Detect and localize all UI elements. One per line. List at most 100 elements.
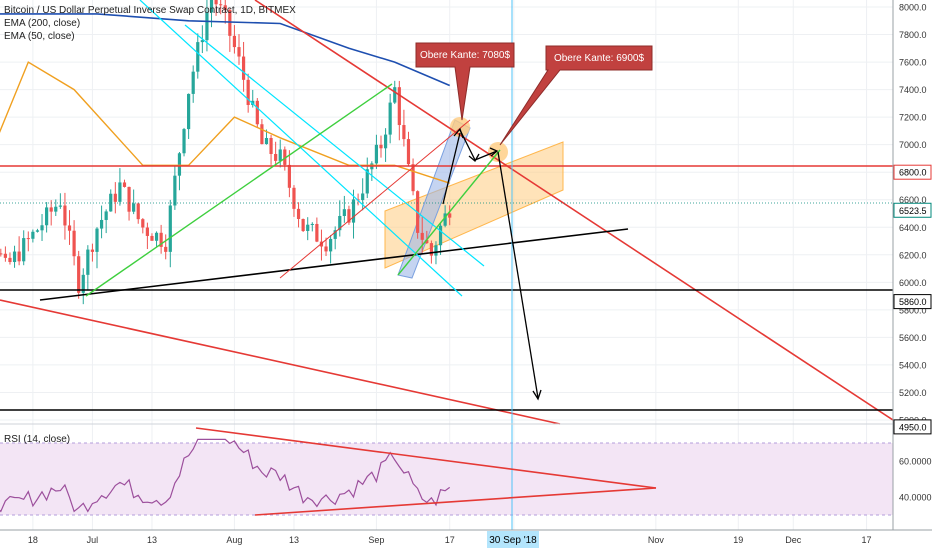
price-tick: 6200.0 — [899, 250, 927, 260]
price-tag-label: 5860.0 — [899, 297, 927, 307]
candle-body — [49, 207, 53, 212]
candle-body — [406, 139, 411, 165]
candle-body — [379, 144, 383, 149]
candle-body — [438, 225, 443, 246]
candle-body — [154, 232, 159, 241]
candle-body — [365, 169, 369, 194]
candle-body — [90, 249, 95, 252]
rsi-line — [0, 438, 451, 513]
candle-body — [95, 228, 99, 252]
candle-body — [182, 129, 186, 154]
candle-body — [292, 187, 296, 209]
candle-body — [127, 186, 131, 212]
candle-body — [296, 208, 301, 219]
candle-body — [205, 12, 209, 41]
price-tick: 6000.0 — [899, 278, 927, 288]
candle-body — [164, 246, 168, 252]
rsi-axis-ticks: 60.0000 40.0000 — [899, 457, 932, 503]
candle-body — [301, 218, 305, 231]
price-tick: 6400.0 — [899, 223, 927, 233]
candle-body — [118, 182, 122, 202]
legend-ema200: EMA (200, close) — [4, 18, 81, 29]
candle-body — [3, 253, 7, 258]
candle-body — [35, 230, 40, 232]
time-tick: 13 — [289, 535, 299, 545]
candle-body — [237, 47, 241, 57]
descending-resistance — [254, 0, 894, 421]
candle-body — [77, 256, 81, 293]
candle-body — [177, 153, 182, 176]
candle-body — [196, 42, 200, 72]
chart-grid — [0, 0, 893, 530]
candle-body — [209, 0, 214, 13]
candle-body — [86, 249, 90, 275]
candle-body — [397, 87, 401, 126]
candle-body — [17, 251, 21, 262]
candle-body — [306, 224, 310, 231]
callout-6900: Obere Kante: 6900$ — [499, 45, 653, 146]
candle-body — [443, 213, 447, 226]
rsi-legend: RSI (14, close) — [4, 434, 71, 445]
price-tick: 7800.0 — [899, 30, 927, 40]
price-tick: 5600.0 — [899, 333, 927, 343]
price-tag-box — [893, 419, 932, 435]
candle-body — [150, 235, 154, 241]
green-wedge-right — [397, 149, 501, 276]
candle-body — [145, 227, 149, 236]
time-axis-ticks: 18Jul13Aug13Sep17OctNov19Dec17 — [28, 535, 872, 545]
time-tick: 18 — [28, 535, 38, 545]
candle-body — [0, 253, 3, 255]
candle-body — [429, 243, 433, 256]
candle-body — [393, 87, 397, 103]
price-tag-label: 4950.0 — [899, 422, 927, 432]
candle-body — [159, 232, 163, 247]
candle-body — [361, 193, 365, 201]
candle-body — [324, 246, 328, 252]
blue-channel-box — [397, 119, 471, 279]
candle-body — [187, 93, 191, 130]
candle-body — [191, 71, 195, 94]
rsi-tick: 60.0000 — [899, 457, 932, 467]
candle-body — [434, 245, 438, 256]
time-tick: 17 — [862, 535, 872, 545]
candle-body — [228, 9, 232, 36]
price-tick: 6600.0 — [899, 195, 927, 205]
candle-body — [241, 56, 246, 80]
price-tick: 7400.0 — [899, 85, 927, 95]
green-wedge-left — [85, 83, 393, 297]
cyan-channel-1 — [139, 0, 463, 297]
candle-body — [40, 225, 44, 231]
candle-body — [113, 193, 117, 202]
candle-body — [310, 223, 314, 225]
callout-7080: Obere Kante: 7080$ — [415, 42, 515, 121]
date-tag: 30 Sep '18 — [487, 531, 539, 548]
time-tick: Sep — [368, 535, 384, 545]
legend-ema50: EMA (50, close) — [4, 31, 75, 42]
candle-body — [219, 4, 223, 6]
chart-legend: Bitcoin / US Dollar Perpetual Inverse Sw… — [4, 4, 296, 43]
candle-body — [136, 203, 140, 220]
ema200-line — [0, 13, 451, 87]
candle-body — [448, 213, 452, 218]
candle-body — [168, 205, 172, 252]
callout-7080-label: Obere Kante: 7080$ — [420, 50, 511, 61]
price-tag-box — [893, 164, 932, 180]
ema50-line — [0, 61, 450, 184]
lower-descending-line — [0, 299, 561, 425]
candle-body — [278, 149, 282, 161]
price-tag-label: 6800.0 — [899, 168, 927, 178]
candle-body — [104, 211, 108, 220]
candle-body — [338, 215, 342, 231]
candle-body — [45, 207, 49, 226]
candle-body — [122, 182, 127, 187]
candle-body — [232, 35, 237, 48]
candle-body — [274, 153, 278, 161]
price-tags: 6800.0 6523.5 5860.0 4950.0 — [893, 164, 932, 435]
candle-body — [8, 257, 12, 263]
candle-body — [411, 164, 415, 192]
candle-body — [351, 199, 356, 223]
candle-body — [264, 137, 269, 145]
price-tick: 5200.0 — [899, 388, 927, 398]
candle-body — [67, 225, 72, 231]
